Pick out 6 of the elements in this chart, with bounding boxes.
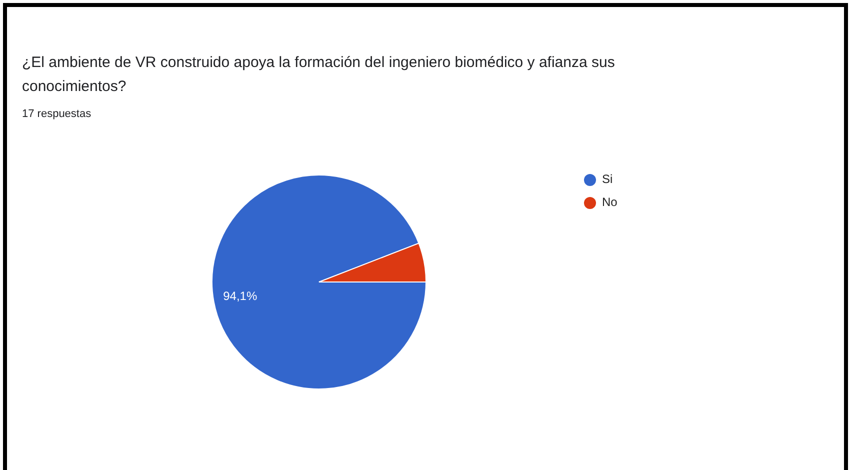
- legend-label: Si: [602, 172, 613, 186]
- chart-title: ¿El ambiente de VR construido apoya la formación del ingeniero biomédico y afianza sus conocimientos?: [22, 54, 615, 95]
- legend-label: No: [602, 195, 618, 210]
- text: 17 respuestas: [22, 108, 92, 120]
- pie-slice: [212, 174, 426, 390]
- data-label: 94,1%: [223, 288, 258, 303]
